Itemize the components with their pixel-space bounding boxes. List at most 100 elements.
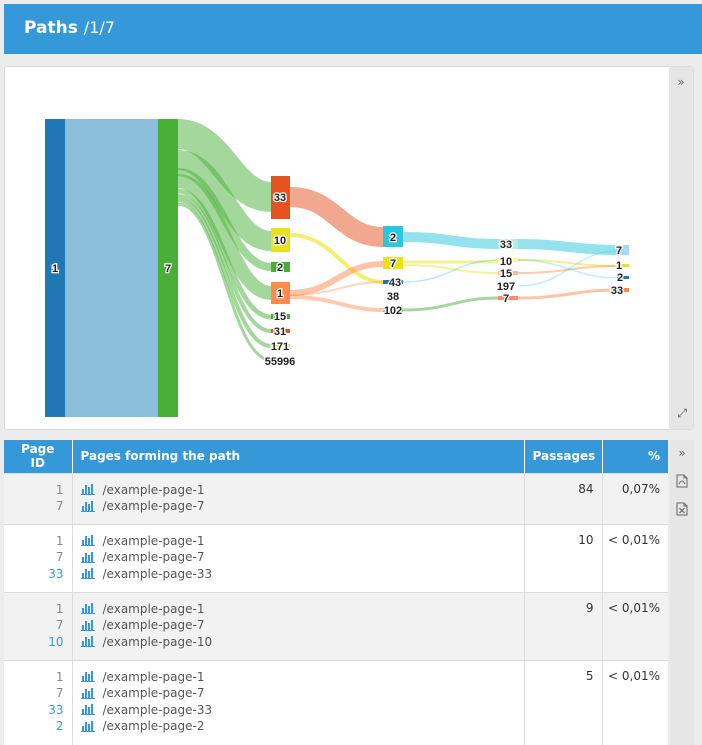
page-path-link[interactable]: /example-page-1	[102, 482, 205, 497]
node-15b[interactable]	[498, 271, 518, 275]
bar-chart-icon[interactable]	[80, 720, 95, 732]
bar-chart-icon[interactable]	[80, 484, 95, 496]
table-row[interactable]: 1 7 33 /example-page-1 /example-page-7 /…	[4, 523, 668, 592]
page-path-item[interactable]: /example-page-1	[73, 669, 524, 686]
label-node-15b: 15	[500, 268, 512, 280]
column-header-page-id[interactable]: Page ID	[4, 440, 73, 473]
label-node-7c: 7	[503, 293, 509, 305]
page-path-link[interactable]: /example-page-33	[102, 702, 213, 717]
column-header-passages[interactable]: Passages	[524, 440, 603, 473]
pdf-export-icon[interactable]	[670, 470, 694, 492]
page-path-link[interactable]: /example-page-2	[102, 719, 205, 733]
node-1b[interactable]	[271, 282, 290, 304]
node-1[interactable]	[45, 119, 65, 417]
passages-value: 9	[524, 591, 603, 660]
link-7-2	[177, 168, 272, 271]
node-10[interactable]	[271, 228, 290, 252]
column-header-pages[interactable]: Pages forming the path	[72, 440, 525, 473]
page-path-link[interactable]: /example-page-10	[102, 634, 213, 649]
node-55996[interactable]	[271, 359, 290, 361]
node-43[interactable]	[383, 280, 403, 284]
table-row[interactable]: 1 7 /example-page-1 /example-page-7 84 0…	[4, 472, 668, 524]
node-31[interactable]	[271, 329, 290, 333]
node-33c[interactable]	[617, 288, 629, 292]
links-level-4	[402, 232, 499, 312]
bar-chart-icon[interactable]	[80, 603, 95, 615]
label-node-7d: 7	[616, 245, 622, 257]
page-path-item[interactable]: /example-page-1	[73, 601, 524, 618]
node-7c[interactable]	[498, 296, 518, 300]
node-2c[interactable]	[617, 276, 629, 279]
collapse-chart-icon[interactable]: »	[677, 75, 685, 89]
node-1c[interactable]	[617, 264, 629, 267]
page-path-link[interactable]: /example-page-1	[102, 533, 205, 548]
link-7-15	[177, 188, 272, 320]
label-node-33: 33	[274, 192, 286, 204]
node-7[interactable]	[158, 119, 178, 417]
passages-value: 10	[524, 523, 603, 592]
label-node-1c: 1	[616, 260, 622, 272]
sankey-labels: 1 7 33 10 2 1 15 31 171 55996 2 7 43 38 …	[51, 191, 625, 370]
percent-value: < 0,01%	[602, 523, 668, 592]
node-10b[interactable]	[498, 258, 518, 262]
label-node-1: 1	[52, 263, 58, 275]
page-path-item[interactable]: /example-page-2	[73, 718, 524, 735]
page-path-link[interactable]: /example-page-1	[102, 669, 205, 684]
bar-chart-icon[interactable]	[80, 551, 95, 563]
bar-chart-icon[interactable]	[80, 535, 95, 547]
collapse-table-icon[interactable]: »	[678, 446, 686, 460]
label-node-43: 43	[389, 277, 401, 289]
page-path-item[interactable]: /example-page-7	[73, 498, 524, 515]
node-2[interactable]	[271, 262, 290, 272]
column-header-percent[interactable]: %	[602, 440, 668, 473]
label-node-171: 171	[271, 341, 289, 353]
bar-chart-icon[interactable]	[80, 636, 95, 648]
bar-chart-icon[interactable]	[80, 619, 95, 631]
table-row[interactable]: 1 7 10 /example-page-1 /example-page-7 /…	[4, 591, 668, 660]
page-path-item[interactable]: /example-page-7	[73, 617, 524, 634]
node-15[interactable]	[271, 314, 290, 319]
page-path-item[interactable]: /example-page-10	[73, 634, 524, 651]
page-id: 1	[55, 601, 64, 616]
page-path-link[interactable]: /example-page-33	[102, 566, 213, 581]
links-level-3	[289, 187, 384, 312]
link-102-7	[402, 296, 499, 312]
page-path-item[interactable]: /example-page-33	[73, 566, 524, 583]
link-15-1	[517, 265, 618, 274]
page-path-link[interactable]: /example-page-7	[102, 618, 205, 632]
bar-chart-icon[interactable]	[80, 500, 95, 512]
page-path-item[interactable]: /example-page-1	[73, 482, 524, 499]
node-33b[interactable]	[498, 239, 518, 249]
page-path-item[interactable]: /example-page-33	[73, 702, 524, 719]
page-id: 1	[55, 669, 64, 684]
node-7d[interactable]	[617, 245, 629, 255]
bar-chart-icon[interactable]	[80, 704, 95, 716]
node-7b[interactable]	[383, 257, 403, 269]
bar-chart-icon[interactable]	[80, 671, 95, 683]
link-10-2	[517, 259, 618, 279]
page-path-link[interactable]: /example-page-1	[102, 601, 205, 616]
fullscreen-expand-icon[interactable]: ⤢	[677, 406, 687, 420]
node-2b[interactable]	[383, 226, 403, 247]
paths-table-container: Page ID Pages forming the path Passages …	[4, 440, 668, 745]
page-path-link[interactable]: /example-page-7	[102, 499, 205, 513]
page-id: 7	[55, 686, 64, 700]
excel-export-icon[interactable]	[670, 498, 694, 520]
node-33[interactable]	[271, 176, 290, 219]
node-102[interactable]	[383, 308, 403, 312]
label-node-10b: 10	[500, 256, 512, 268]
sankey-chart: 1 7 33 10 2 1 15 31 171 55996 2 7 43 38 …	[45, 119, 629, 417]
bar-chart-icon[interactable]	[80, 568, 95, 580]
table-row[interactable]: 1 7 33 2 /example-page-1 /example-page-7…	[4, 659, 668, 745]
page-path-link[interactable]: /example-page-7	[102, 550, 205, 564]
page-path-item[interactable]: /example-page-1	[73, 533, 524, 550]
node-171[interactable]	[271, 344, 290, 347]
bar-chart-icon[interactable]	[80, 687, 95, 699]
row-page-ids: 1 7 33	[4, 523, 73, 592]
row-pages: /example-page-1 /example-page-7 /example…	[72, 659, 525, 745]
page-path-link[interactable]: /example-page-7	[102, 686, 205, 700]
page-id: 1	[55, 533, 64, 548]
page-path-item[interactable]: /example-page-7	[73, 685, 524, 702]
label-node-2: 2	[277, 262, 283, 274]
page-path-item[interactable]: /example-page-7	[73, 549, 524, 566]
